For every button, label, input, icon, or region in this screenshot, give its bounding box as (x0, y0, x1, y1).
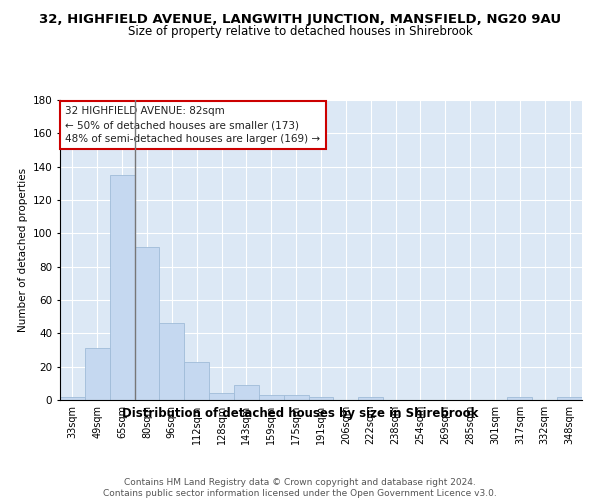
Text: Distribution of detached houses by size in Shirebrook: Distribution of detached houses by size … (122, 408, 478, 420)
Bar (209, 394, 234, 400)
Bar (508, 396, 532, 400)
Text: Contains HM Land Registry data © Crown copyright and database right 2024.
Contai: Contains HM Land Registry data © Crown c… (103, 478, 497, 498)
Bar (160, 324, 184, 400)
Bar (110, 175, 134, 400)
Text: 32, HIGHFIELD AVENUE, LANGWITH JUNCTION, MANSFIELD, NG20 9AU: 32, HIGHFIELD AVENUE, LANGWITH JUNCTION,… (39, 12, 561, 26)
Bar (259, 395, 284, 400)
Bar (358, 396, 383, 400)
Bar (85, 348, 110, 400)
Text: 32 HIGHFIELD AVENUE: 82sqm
← 50% of detached houses are smaller (173)
48% of sem: 32 HIGHFIELD AVENUE: 82sqm ← 50% of deta… (65, 106, 320, 144)
Y-axis label: Number of detached properties: Number of detached properties (19, 168, 28, 332)
Bar (557, 396, 582, 400)
Bar (60, 396, 85, 400)
Bar (234, 385, 259, 400)
Bar (134, 246, 160, 400)
Text: Size of property relative to detached houses in Shirebrook: Size of property relative to detached ho… (128, 25, 472, 38)
Bar (284, 395, 308, 400)
Bar (184, 362, 209, 400)
Bar (308, 396, 334, 400)
